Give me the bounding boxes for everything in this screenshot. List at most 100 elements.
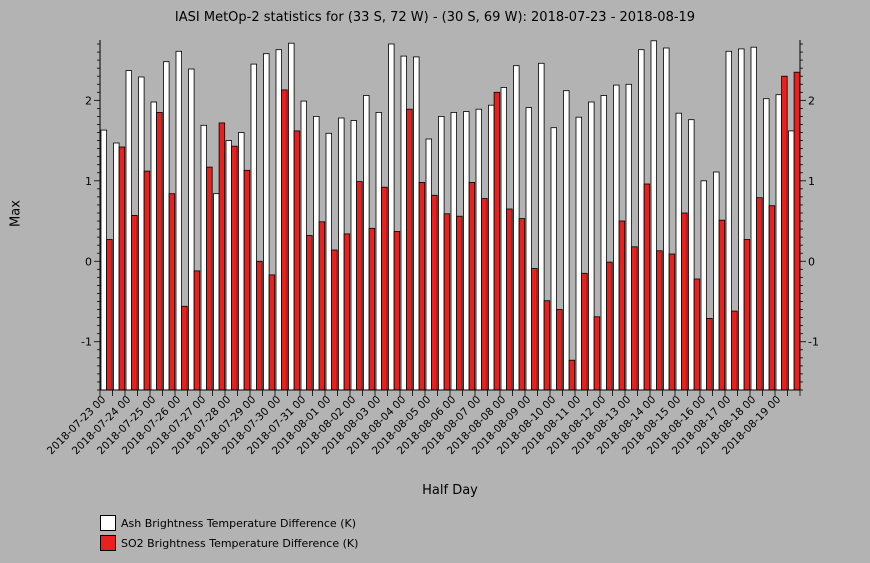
bar-ash: [100, 129, 107, 391]
bar-ash: [325, 132, 332, 391]
bar-ash: [275, 49, 282, 391]
bar-so2: [793, 71, 801, 391]
bar-ash: [525, 107, 532, 391]
bar-ash: [550, 127, 557, 391]
legend-item-ash: Ash Brightness Temperature Difference (K…: [100, 513, 358, 533]
bar-ash: [150, 101, 157, 391]
bar-so2: [431, 194, 438, 391]
bar-so2: [168, 193, 176, 391]
bar-ash: [700, 180, 707, 391]
bar-so2: [543, 300, 551, 391]
y-tick-label-left: 0: [85, 255, 92, 268]
bar-ash: [625, 83, 632, 391]
bar-ash: [463, 111, 470, 391]
bar-so2: [393, 231, 401, 391]
y-tick-label-right: 2: [808, 94, 815, 107]
bar-ash: [763, 98, 770, 391]
legend-label-so2: SO2 Brightness Temperature Difference (K…: [121, 536, 359, 550]
bar-so2: [706, 317, 713, 391]
bar-ash: [738, 48, 745, 391]
chart-title: IASI MetOp-2 statistics for (33 S, 72 W)…: [174, 10, 696, 25]
bar-ash: [350, 120, 357, 391]
bar-ash: [588, 101, 595, 391]
bar-ash: [300, 100, 307, 391]
bar-so2: [468, 181, 476, 391]
y-tick-label-left: -1: [81, 336, 92, 349]
bar-ash: [338, 117, 345, 391]
bar-ash: [438, 116, 445, 391]
bar-so2: [181, 305, 188, 391]
bar-ash: [413, 56, 420, 391]
bar-ash: [475, 108, 482, 391]
bar-so2: [406, 108, 413, 391]
bar-so2: [106, 239, 113, 391]
bar-ash: [138, 76, 145, 391]
bar-so2: [518, 218, 526, 391]
bar-ash: [750, 46, 757, 391]
y-tick-label-right: 1: [808, 175, 815, 188]
bar-so2: [593, 316, 601, 391]
bar-ash: [238, 132, 245, 391]
bar-ash: [250, 63, 257, 391]
bar-so2: [693, 278, 701, 391]
bar-ash: [388, 43, 395, 391]
bar-ash: [613, 84, 620, 391]
bar-so2: [456, 215, 463, 391]
bar-so2: [618, 220, 626, 391]
bar-so2: [506, 208, 513, 391]
bar-so2: [643, 183, 651, 391]
bar-ash: [450, 112, 457, 391]
bar-so2: [268, 274, 276, 391]
bar-ash: [563, 90, 570, 391]
bar-ash: [575, 116, 582, 391]
bar-so2: [606, 261, 613, 391]
legend: Ash Brightness Temperature Difference (K…: [100, 513, 358, 553]
bar-so2: [681, 212, 688, 391]
bar-so2: [368, 227, 376, 391]
bar-so2: [331, 249, 338, 391]
bar-so2: [418, 181, 426, 391]
bar-ash: [188, 68, 195, 391]
bar-so2: [581, 272, 588, 391]
bar-ash: [688, 119, 695, 391]
bar-so2: [193, 270, 201, 391]
bar-so2: [631, 246, 638, 391]
legend-swatch-so2: [100, 535, 116, 551]
bar-ash: [213, 193, 220, 391]
bar-ash: [288, 42, 295, 391]
bar-so2: [743, 239, 751, 391]
bar-ash: [488, 104, 495, 391]
bar-so2: [756, 197, 763, 391]
bar-so2: [718, 219, 726, 391]
bar-so2: [156, 112, 163, 391]
bar-ash: [125, 70, 132, 391]
bar-ash: [725, 50, 732, 391]
bar-ash: [513, 65, 520, 391]
y-tick-label-right: 0: [808, 255, 815, 268]
bar-so2: [118, 146, 126, 391]
bar-ash: [713, 171, 720, 391]
bar-so2: [481, 198, 488, 391]
bar-so2: [131, 214, 138, 391]
bar-so2: [143, 170, 151, 391]
bar-so2: [493, 91, 501, 391]
bar-so2: [231, 145, 238, 391]
bar-so2: [306, 235, 313, 391]
bar-so2: [668, 253, 676, 391]
bar-so2: [343, 233, 351, 391]
bar-ash: [313, 116, 320, 391]
bar-ash: [113, 142, 120, 391]
bar-ash: [638, 49, 645, 391]
y-tick-label-left: 1: [85, 175, 92, 188]
bar-so2: [731, 310, 738, 391]
bar-so2: [443, 213, 451, 391]
bar-so2: [768, 205, 776, 391]
bar-so2: [243, 169, 251, 391]
bar-so2: [556, 309, 563, 391]
bar-ash: [775, 94, 782, 391]
y-tick-label-left: 2: [85, 94, 92, 107]
bar-so2: [318, 221, 326, 391]
bar-ash: [663, 47, 670, 391]
legend-label-ash: Ash Brightness Temperature Difference (K…: [121, 516, 356, 530]
bar-ash: [675, 112, 682, 391]
